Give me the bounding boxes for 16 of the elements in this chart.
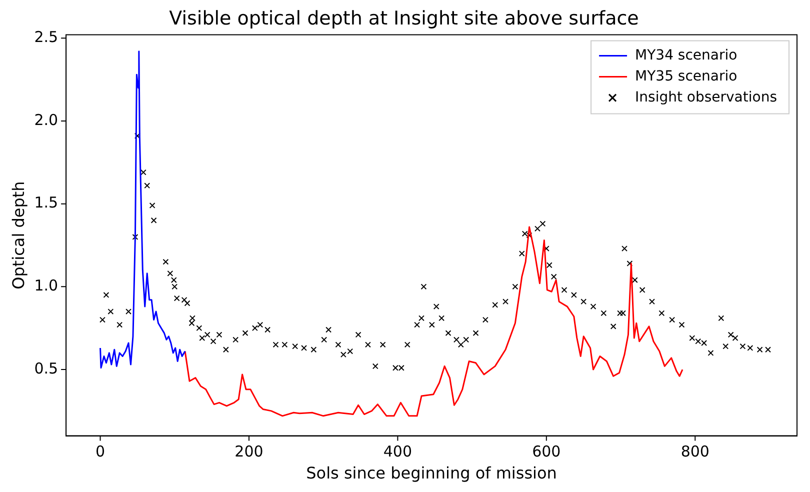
y-tick-label: 2.5 (34, 28, 58, 46)
chart-title: Visible optical depth at Insight site above surface (169, 7, 639, 30)
x-tick-label: 800 (680, 442, 710, 461)
x-axis-title: Sols since beginning of mission (306, 464, 557, 483)
y-tick-label: 2.0 (34, 110, 58, 129)
x-tick-label: 200 (234, 442, 264, 461)
x-tick-label: 0 (95, 442, 106, 461)
x-tick-label: 400 (383, 442, 412, 461)
x-tick-label: 600 (532, 442, 561, 461)
y-axis-title: Optical depth (8, 181, 28, 290)
legend-label: MY34 scenario (635, 47, 738, 64)
y-tick-label: 1.5 (34, 194, 58, 212)
legend-label: MY35 scenario (635, 68, 738, 84)
y-tick-label: 1.0 (34, 276, 58, 295)
legend-label: Insight observations (635, 89, 778, 106)
y-tick-label: 0.5 (34, 359, 58, 378)
